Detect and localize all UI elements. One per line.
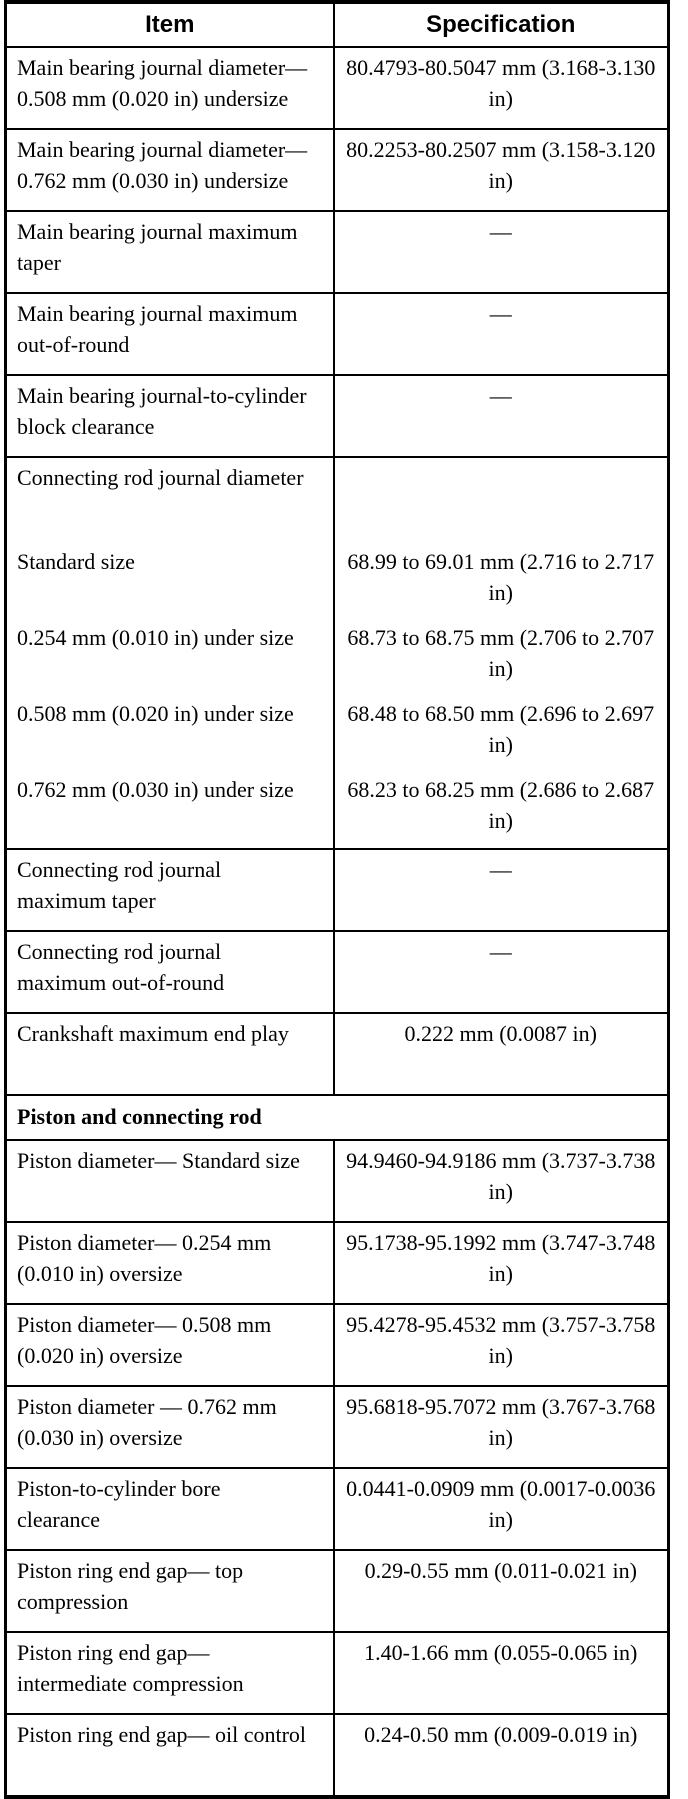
table-header-row: Item Specification bbox=[4, 1, 670, 48]
spec-cell: — bbox=[332, 930, 670, 1014]
table-row: Piston diameter— 0.254 mm (0.010 in) ove… bbox=[4, 1221, 670, 1305]
sub-spec-value: 68.23 to 68.25 mm (2.686 to 2.687 in) bbox=[347, 777, 655, 833]
item-cell: Main bearing journal diameter— 0.508 mm … bbox=[4, 46, 335, 130]
item-cell: Piston-to-cylinder bore clearance bbox=[4, 1467, 335, 1551]
sub-item-label: 0.508 mm (0.020 in) under size bbox=[17, 701, 294, 726]
item-cell: Crankshaft maximum end play bbox=[4, 1012, 335, 1096]
item-cell: Piston diameter — 0.762 mm (0.030 in) ov… bbox=[4, 1385, 335, 1469]
table-row: Main bearing journal-to-cylinder block c… bbox=[4, 374, 670, 458]
spec-cell: 80.2253-80.2507 mm (3.158-3.120 in) bbox=[332, 128, 670, 212]
table-row: Piston diameter— Standard size 94.9460-94… bbox=[4, 1139, 670, 1223]
sub-item-label: 0.762 mm (0.030 in) under size bbox=[17, 777, 294, 802]
item-cell: Main bearing journal diameter— 0.762 mm … bbox=[4, 128, 335, 212]
item-cell: Piston diameter— 0.254 mm (0.010 in) ove… bbox=[4, 1221, 335, 1305]
table-row: Connecting rod journal maximum out-of-ro… bbox=[4, 930, 670, 1014]
sub-spec-value: 68.73 to 68.75 mm (2.706 to 2.707 in) bbox=[347, 625, 655, 681]
sub-spec-value: 68.99 to 69.01 mm (2.716 to 2.717 in) bbox=[347, 549, 655, 605]
spec-cell: 95.4278-95.4532 mm (3.757-3.758 in) bbox=[332, 1303, 670, 1387]
spec-cell: 95.6818-95.7072 mm (3.767-3.768 in) bbox=[332, 1385, 670, 1469]
table-row: Main bearing journal diameter— 0.508 mm … bbox=[4, 46, 670, 130]
spec-cell: 0.29-0.55 mm (0.011-0.021 in) bbox=[332, 1549, 670, 1633]
item-cell: Main bearing journal maximum out-of-roun… bbox=[4, 292, 335, 376]
sub-item-label: 0.254 mm (0.010 in) under size bbox=[17, 625, 294, 650]
item-cell: Connecting rod journal maximum out-of-ro… bbox=[4, 930, 335, 1014]
table-row: Main bearing journal maximum taper — bbox=[4, 210, 670, 294]
table-row: Piston ring end gap— intermediate compre… bbox=[4, 1631, 670, 1715]
column-header-item: Item bbox=[4, 1, 335, 48]
table-row: Crankshaft maximum end play 0.222 mm (0.0… bbox=[4, 1012, 670, 1096]
item-cell: Piston diameter— Standard size bbox=[4, 1139, 335, 1223]
table-row: Main bearing journal diameter— 0.762 mm … bbox=[4, 128, 670, 212]
sub-item-label: Standard size bbox=[17, 549, 135, 574]
spec-cell: 0.222 mm (0.0087 in) bbox=[332, 1012, 670, 1096]
sub-item-label: Connecting rod journal diameter bbox=[17, 465, 304, 490]
table-row-group: Connecting rod journal diameter Standard … bbox=[4, 456, 670, 850]
table-row: Piston-to-cylinder bore clearance 0.0441-… bbox=[4, 1467, 670, 1551]
table-row: Piston diameter — 0.762 mm (0.030 in) ov… bbox=[4, 1385, 670, 1469]
sub-spec-value: 68.48 to 68.50 mm (2.696 to 2.697 in) bbox=[347, 701, 655, 757]
spec-cell: 68.99 to 69.01 mm (2.716 to 2.717 in) 68.… bbox=[332, 456, 670, 850]
item-cell: Main bearing journal maximum taper bbox=[4, 210, 335, 294]
spec-cell: — bbox=[332, 848, 670, 932]
spec-cell: — bbox=[332, 374, 670, 458]
table-row: Connecting rod journal maximum taper — bbox=[4, 848, 670, 932]
spec-cell: 0.0441-0.0909 mm (0.0017-0.0036 in) bbox=[332, 1467, 670, 1551]
section-header-label: Piston and connecting rod bbox=[4, 1094, 670, 1141]
table-row: Main bearing journal maximum out-of-roun… bbox=[4, 292, 670, 376]
item-cell: Piston ring end gap— top compression bbox=[4, 1549, 335, 1633]
item-cell: Piston ring end gap— intermediate compre… bbox=[4, 1631, 335, 1715]
sub-spec-value bbox=[343, 462, 660, 546]
item-cell: Connecting rod journal diameter Standard … bbox=[4, 456, 335, 850]
item-cell: Main bearing journal-to-cylinder block c… bbox=[4, 374, 335, 458]
spec-cell: — bbox=[332, 292, 670, 376]
item-cell: Connecting rod journal maximum taper bbox=[4, 848, 335, 932]
item-cell: Piston diameter— 0.508 mm (0.020 in) ove… bbox=[4, 1303, 335, 1387]
section-header-row: Piston and connecting rod bbox=[4, 1094, 670, 1141]
spec-table-body: Main bearing journal diameter— 0.508 mm … bbox=[4, 46, 670, 1798]
spec-cell: 1.40-1.66 mm (0.055-0.065 in) bbox=[332, 1631, 670, 1715]
spec-cell: 94.9460-94.9186 mm (3.737-3.738 in) bbox=[332, 1139, 670, 1223]
spec-cell: — bbox=[332, 210, 670, 294]
table-row: Piston ring end gap— top compression 0.29… bbox=[4, 1549, 670, 1633]
table-row: Piston diameter— 0.508 mm (0.020 in) ove… bbox=[4, 1303, 670, 1387]
spec-cell: 95.1738-95.1992 mm (3.747-3.748 in) bbox=[332, 1221, 670, 1305]
specification-table: Item Specification Main bearing journal … bbox=[4, 0, 670, 1799]
column-header-specification: Specification bbox=[332, 1, 670, 48]
spec-cell: 80.4793-80.5047 mm (3.168-3.130 in) bbox=[332, 46, 670, 130]
